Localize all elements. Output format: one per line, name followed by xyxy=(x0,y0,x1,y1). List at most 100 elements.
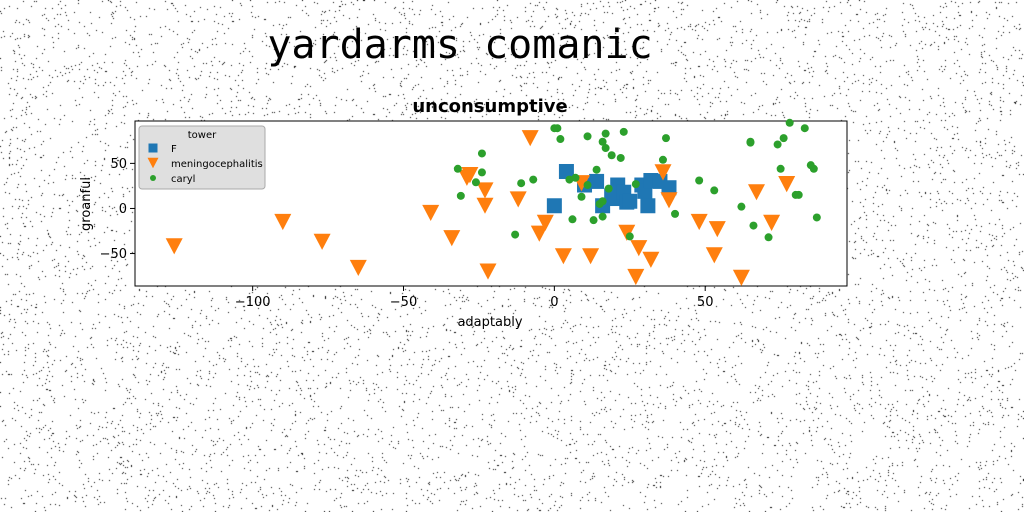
data-point xyxy=(313,233,331,250)
data-point xyxy=(554,248,572,265)
data-point xyxy=(690,213,708,231)
legend-entry-0: F xyxy=(148,143,177,155)
data-point xyxy=(809,164,818,173)
data-point xyxy=(571,173,580,182)
y-tick-label: 0 xyxy=(119,202,127,217)
axis-ticks: −100 −50 0 50 −50 0 50 xyxy=(100,157,714,310)
x-tick-label: −100 xyxy=(235,295,271,310)
data-point xyxy=(582,248,600,265)
data-point xyxy=(529,175,538,184)
legend-marker xyxy=(147,157,159,169)
data-point xyxy=(598,212,607,221)
data-point xyxy=(812,213,821,222)
data-point xyxy=(618,224,636,241)
x-tick-label: −50 xyxy=(390,295,417,310)
series-2-points xyxy=(453,118,821,242)
y-tick-label: 50 xyxy=(110,157,127,172)
data-point xyxy=(598,197,607,206)
data-point xyxy=(705,247,723,264)
x-tick-label: 0 xyxy=(550,295,558,310)
legend-label: meningocephalitis xyxy=(171,159,263,170)
data-point xyxy=(642,251,660,268)
data-point xyxy=(553,124,562,133)
data-point xyxy=(630,240,648,257)
legend-label: caryl xyxy=(171,174,195,185)
data-point xyxy=(661,134,670,143)
data-point xyxy=(583,132,592,141)
data-point xyxy=(604,184,613,193)
data-point xyxy=(695,176,704,185)
data-point xyxy=(627,268,645,286)
data-point xyxy=(785,118,794,127)
data-point xyxy=(589,216,598,225)
data-point xyxy=(773,140,782,149)
y-axis-label: groanful xyxy=(79,177,94,231)
data-point xyxy=(568,215,577,224)
series-1-points xyxy=(165,130,796,286)
data-point xyxy=(640,198,656,214)
data-point xyxy=(746,137,755,146)
data-point xyxy=(794,190,803,199)
data-point xyxy=(521,130,539,147)
data-point xyxy=(748,184,765,201)
data-point xyxy=(583,181,592,190)
data-point xyxy=(530,225,548,242)
data-point xyxy=(778,176,796,193)
data-point xyxy=(558,163,574,179)
legend-marker xyxy=(150,175,156,181)
data-point xyxy=(763,214,781,231)
data-point xyxy=(660,192,678,209)
legend-entry-2: caryl xyxy=(150,174,195,185)
legend-box xyxy=(138,125,266,190)
chart-title: unconsumptive xyxy=(412,96,567,117)
data-point xyxy=(800,124,809,133)
data-point xyxy=(598,137,607,146)
data-point xyxy=(631,180,640,189)
data-point xyxy=(511,230,520,239)
data-point xyxy=(654,164,672,181)
data-point xyxy=(764,233,773,242)
data-point xyxy=(479,263,497,280)
data-point xyxy=(577,192,586,201)
data-point xyxy=(517,179,526,188)
data-point xyxy=(592,165,601,174)
data-point xyxy=(776,164,785,173)
data-point xyxy=(453,164,462,173)
data-point xyxy=(477,149,486,158)
data-point xyxy=(471,178,480,187)
data-point xyxy=(556,135,565,144)
data-point xyxy=(349,259,367,276)
data-point xyxy=(274,213,292,231)
data-point xyxy=(779,134,788,143)
data-point xyxy=(619,127,628,136)
x-axis-label: adaptably xyxy=(457,315,522,330)
data-point xyxy=(625,232,634,241)
data-point xyxy=(456,191,465,200)
data-point xyxy=(589,173,605,189)
legend-marker xyxy=(148,143,158,153)
data-point xyxy=(710,186,719,195)
x-tick-label: 50 xyxy=(697,295,714,310)
legend-label: F xyxy=(171,144,177,155)
data-point xyxy=(658,155,667,164)
data-point xyxy=(509,191,527,208)
data-point xyxy=(422,204,440,221)
data-point xyxy=(607,151,616,160)
data-point xyxy=(443,230,461,247)
data-point xyxy=(737,202,746,211)
data-point xyxy=(601,144,610,153)
figure-suptitle: yardarms comanic xyxy=(267,22,653,68)
data-point xyxy=(536,214,554,231)
data-point xyxy=(477,168,486,177)
y-tick-label: −50 xyxy=(100,247,127,262)
data-point xyxy=(671,209,680,218)
data-point xyxy=(661,180,677,196)
data-point xyxy=(476,182,494,199)
legend-title: tower xyxy=(188,130,217,141)
data-point xyxy=(732,269,750,286)
legend-entry-1: meningocephalitis xyxy=(147,157,263,170)
data-point xyxy=(546,198,562,214)
